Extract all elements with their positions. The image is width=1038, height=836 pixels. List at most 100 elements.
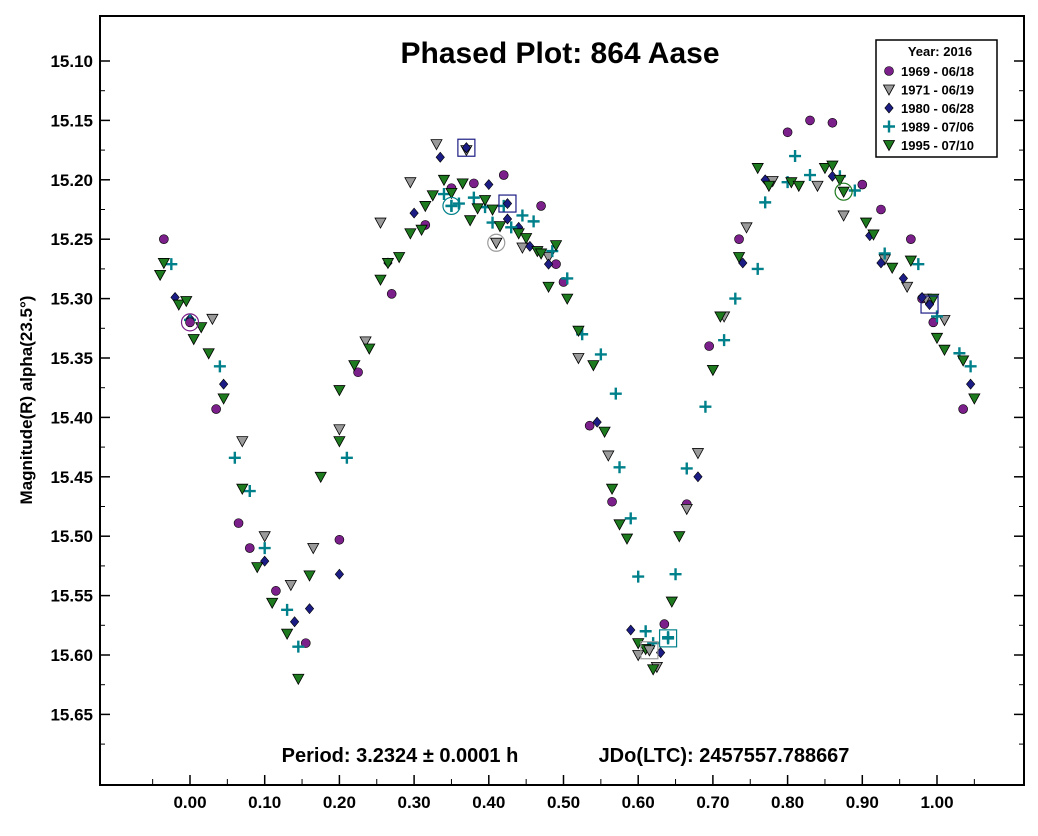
data-point <box>467 191 480 204</box>
y-tick-label: 15.55 <box>50 587 93 606</box>
data-point <box>572 325 585 338</box>
data-point <box>386 289 397 299</box>
data-point <box>734 234 744 244</box>
highlight-point <box>461 142 471 154</box>
data-point <box>251 562 264 574</box>
x-tick-label: 0.80 <box>771 793 804 812</box>
highlight-ring <box>487 233 506 252</box>
series-2 <box>206 139 951 674</box>
y-tick-label: 15.20 <box>50 171 93 190</box>
data-point <box>404 177 417 189</box>
data-point <box>886 262 899 275</box>
data-point <box>265 597 279 610</box>
data-point <box>782 127 793 138</box>
legend-marker <box>882 84 896 96</box>
data-point <box>206 313 219 326</box>
data-point <box>669 568 682 581</box>
data-point <box>699 400 712 413</box>
series-1 <box>159 115 968 648</box>
data-point <box>867 229 880 241</box>
data-point <box>912 258 925 271</box>
highlight-point <box>185 317 195 328</box>
data-point <box>516 209 529 222</box>
data-point <box>486 204 499 216</box>
data-point <box>898 272 908 284</box>
data-point <box>359 336 372 348</box>
highlight-box <box>498 194 517 213</box>
data-point <box>818 163 832 175</box>
data-point <box>876 204 886 215</box>
data-point <box>620 533 634 545</box>
data-point <box>172 299 185 311</box>
y-tick-label: 15.10 <box>50 52 93 71</box>
data-point <box>244 543 255 553</box>
highlight-point <box>445 199 458 212</box>
data-point <box>415 224 428 237</box>
data-point <box>549 240 563 252</box>
data-point <box>435 151 445 163</box>
legend-marker <box>883 120 895 133</box>
data-point <box>964 360 977 373</box>
series-4 <box>165 150 977 653</box>
highlight-box <box>658 629 678 648</box>
data-point <box>876 257 886 269</box>
data-point <box>732 252 746 264</box>
legend-title: Year: 2016 <box>908 44 972 59</box>
data-point <box>392 252 406 264</box>
axes-group: 0.00 0.10 0.20 0.30 0.40 0.50 0.60 0.70 0.80 0.90… <box>50 52 1024 812</box>
highlight-point <box>643 645 656 657</box>
period-text: Period: 3.2324 ± 0.0001 h <box>282 745 519 767</box>
data-point <box>157 258 171 270</box>
data-point <box>334 534 345 545</box>
data-point <box>659 619 670 629</box>
y-axis-label: Magnitude(R) alpha(23.5°) <box>17 296 36 505</box>
data-point <box>258 531 271 543</box>
data-point <box>833 174 847 187</box>
data-point <box>665 596 678 608</box>
y-tick-label: 15.65 <box>50 705 93 724</box>
data-point <box>759 196 772 209</box>
data-point <box>968 393 981 405</box>
data-point <box>243 485 256 498</box>
data-point <box>333 424 346 436</box>
data-point <box>900 281 914 294</box>
legend-entry-label: 1995 - 07/10 <box>901 138 974 153</box>
data-point <box>456 178 469 190</box>
data-point <box>680 503 693 516</box>
chart-title: Phased Plot: 864 Aase <box>400 37 719 70</box>
data-point <box>592 416 602 428</box>
data-point <box>303 570 316 582</box>
data-point <box>304 603 315 615</box>
highlight-box <box>640 641 659 660</box>
data-point <box>292 673 305 686</box>
data-point <box>906 234 916 244</box>
legend-marker <box>882 140 896 152</box>
legend: Year: 2016 1969 - 06/18 1971 - 06/19 1980 … <box>875 39 998 158</box>
data-point <box>404 228 417 240</box>
x-tick-label: 0.90 <box>846 793 879 812</box>
data-point <box>624 512 637 525</box>
data-point <box>300 638 311 648</box>
data-point <box>419 201 432 213</box>
x-tick-label: 0.20 <box>323 793 356 812</box>
data-point <box>542 281 555 294</box>
x-tick-label: 0.30 <box>398 793 431 812</box>
data-point <box>484 179 494 191</box>
data-point <box>333 436 346 448</box>
data-point <box>430 139 443 151</box>
x-tick-label: 0.40 <box>472 793 505 812</box>
data-point <box>811 180 824 193</box>
data-point <box>314 471 327 484</box>
data-point <box>680 462 693 475</box>
data-point <box>584 420 595 431</box>
data-point <box>706 364 720 377</box>
x-tick-label: 0.10 <box>248 793 281 812</box>
data-point <box>561 293 574 305</box>
highlight-box <box>920 295 939 314</box>
data-point <box>938 344 951 357</box>
y-tick-label: 15.25 <box>50 230 93 249</box>
data-point <box>478 195 492 207</box>
data-point <box>233 518 244 528</box>
data-point <box>463 215 477 227</box>
